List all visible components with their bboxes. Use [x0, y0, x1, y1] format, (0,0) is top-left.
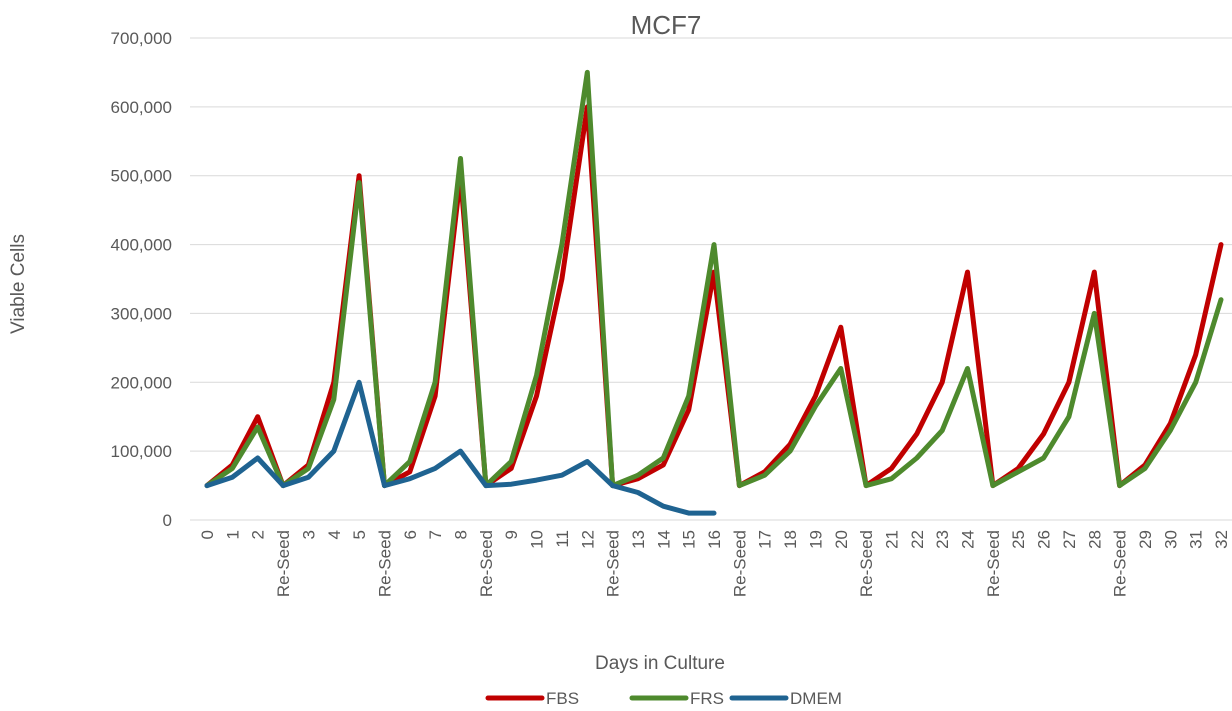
x-tick-label: 11 [553, 530, 572, 548]
legend-label-frs: FRS [690, 689, 724, 708]
x-tick-label: Re-Seed [1111, 530, 1130, 597]
x-tick-label: 20 [832, 530, 851, 549]
x-tick-label: 23 [933, 530, 952, 549]
x-tick-label: 10 [528, 530, 547, 549]
y-tick-label: 100,000 [111, 442, 172, 461]
series-line-dmem [204, 379, 717, 516]
x-tick-label: Re-Seed [477, 530, 496, 597]
x-tick-label: 21 [882, 530, 901, 549]
x-tick-label: 12 [578, 530, 597, 549]
series-line-fbs [204, 104, 1224, 489]
x-tick-label: 27 [1060, 530, 1079, 549]
x-tick-label: 15 [680, 530, 699, 549]
x-tick-label: 31 [1187, 530, 1206, 549]
y-tick-label: 400,000 [111, 236, 172, 255]
x-tick-label: 7 [426, 530, 445, 539]
x-tick-label: 22 [908, 530, 927, 549]
x-tick-label: 4 [325, 530, 344, 539]
x-tick-label: 1 [223, 530, 242, 539]
legend-label-dmem: DMEM [790, 689, 842, 708]
series-line-frs [204, 69, 1224, 489]
y-tick-label: 600,000 [111, 98, 172, 117]
y-axis-label: Viable Cells [8, 234, 29, 334]
y-tick-label: 500,000 [111, 167, 172, 186]
x-axis-label: Days in Culture [595, 653, 725, 674]
x-tick-label: 17 [756, 530, 775, 549]
x-tick-label: 13 [629, 530, 648, 549]
x-tick-label: Re-Seed [274, 530, 293, 597]
y-tick-label: 0 [163, 511, 172, 530]
series-lines [204, 69, 1224, 516]
x-tick-label: 30 [1161, 530, 1180, 549]
x-tick-label: 19 [806, 530, 825, 549]
x-tick-label: 26 [1035, 530, 1054, 549]
x-tick-label: Re-Seed [604, 530, 623, 597]
x-tick-label: 9 [502, 530, 521, 539]
x-tick-label: 28 [1085, 530, 1104, 549]
y-tick-label: 200,000 [111, 373, 172, 392]
x-tick-label: 5 [350, 530, 369, 539]
x-tick-label: 8 [452, 530, 471, 539]
legend-label-fbs: FBS [546, 689, 579, 708]
x-tick-label: 3 [299, 530, 318, 539]
x-tick-label: 16 [705, 530, 724, 549]
x-tick-label: 29 [1136, 530, 1155, 549]
x-tick-label: 0 [198, 530, 217, 539]
x-tick-label: Re-Seed [730, 530, 749, 597]
y-tick-labels: 0 100,000 200,000 300,000 400,000 500,000 600,… [111, 29, 172, 530]
x-tick-labels: 0 1 2 Re-Seed 3 4 5 Re-Seed 6 7 8 Re-Seed 9 10 11 12 Re-… [198, 530, 1231, 597]
x-tick-label: Re-Seed [984, 530, 1003, 597]
x-tick-label: Re-Seed [375, 530, 394, 597]
y-tick-label: 300,000 [111, 304, 172, 323]
chart-title: MCF7 [631, 10, 702, 40]
x-tick-label: 2 [249, 530, 268, 539]
x-tick-label: 25 [1009, 530, 1028, 549]
y-tick-label: 700,000 [111, 29, 172, 48]
legend: FBS FRS DMEM [485, 689, 842, 708]
x-tick-label: 14 [654, 530, 673, 549]
x-tick-label: 18 [781, 530, 800, 549]
x-tick-label: Re-Seed [857, 530, 876, 597]
x-tick-label: 6 [401, 530, 420, 539]
x-tick-label: 24 [959, 530, 978, 549]
x-tick-label: 32 [1212, 530, 1231, 549]
